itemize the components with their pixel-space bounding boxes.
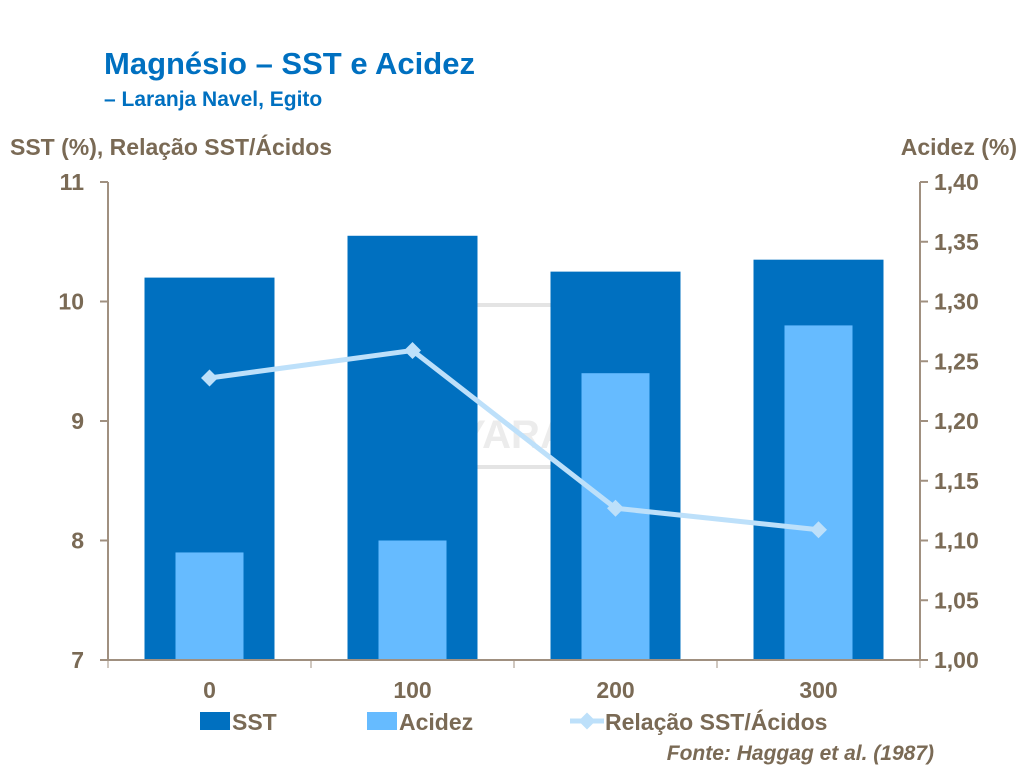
chart-title: Magnésio – SST e Acidez bbox=[104, 46, 475, 81]
x-tick-label: 100 bbox=[393, 677, 431, 703]
chart-subtitle: – Laranja Navel, Egito bbox=[104, 88, 323, 111]
x-tick-label: 200 bbox=[596, 677, 634, 703]
x-tick-label: 300 bbox=[799, 677, 837, 703]
x-tick-label: 0 bbox=[203, 677, 216, 703]
y-right-tick-label: 1,35 bbox=[934, 229, 979, 255]
ratio-point bbox=[607, 499, 624, 517]
y-right-tick-label: 1,00 bbox=[934, 647, 979, 673]
y-left-tick-label: 11 bbox=[60, 169, 85, 195]
y-right-tick-label: 1,20 bbox=[934, 408, 979, 434]
y-right-tick-label: 1,40 bbox=[934, 169, 979, 195]
legend-label-acidez: Acidez bbox=[399, 709, 473, 735]
y-left-tick-label: 10 bbox=[58, 289, 84, 315]
y-right-tick-label: 1,10 bbox=[934, 528, 979, 554]
y-axis-left-label: SST (%), Relação SST/Ácidos bbox=[10, 134, 333, 160]
source-note: Fonte: Haggag et al. (1987) bbox=[666, 742, 934, 765]
acidez-bar bbox=[378, 540, 447, 660]
ratio-point bbox=[404, 342, 421, 359]
y-left-tick-label: 9 bbox=[71, 408, 84, 434]
y-right-tick-label: 1,30 bbox=[934, 289, 979, 315]
legend-swatch-acidez bbox=[367, 712, 397, 730]
acidez-bar bbox=[175, 552, 244, 660]
legend-swatch-ratio-marker bbox=[578, 712, 596, 730]
ratio-point bbox=[810, 521, 827, 539]
legend-label-ratio: Relação SST/Ácidos bbox=[605, 708, 827, 735]
y-right-tick-label: 1,15 bbox=[934, 468, 979, 494]
legend-swatch-sst bbox=[200, 712, 230, 730]
ratio-point bbox=[201, 369, 218, 387]
y-left-tick-label: 7 bbox=[71, 647, 84, 673]
acidez-bar bbox=[784, 325, 853, 660]
y-right-tick-label: 1,25 bbox=[934, 348, 979, 374]
ratio-line bbox=[209, 347, 819, 533]
y-right-tick-label: 1,05 bbox=[934, 587, 979, 613]
y-axis-right-label: Acidez (%) bbox=[900, 134, 1017, 160]
legend-label-sst: SST bbox=[232, 709, 277, 735]
y-left-tick-label: 8 bbox=[71, 528, 84, 554]
